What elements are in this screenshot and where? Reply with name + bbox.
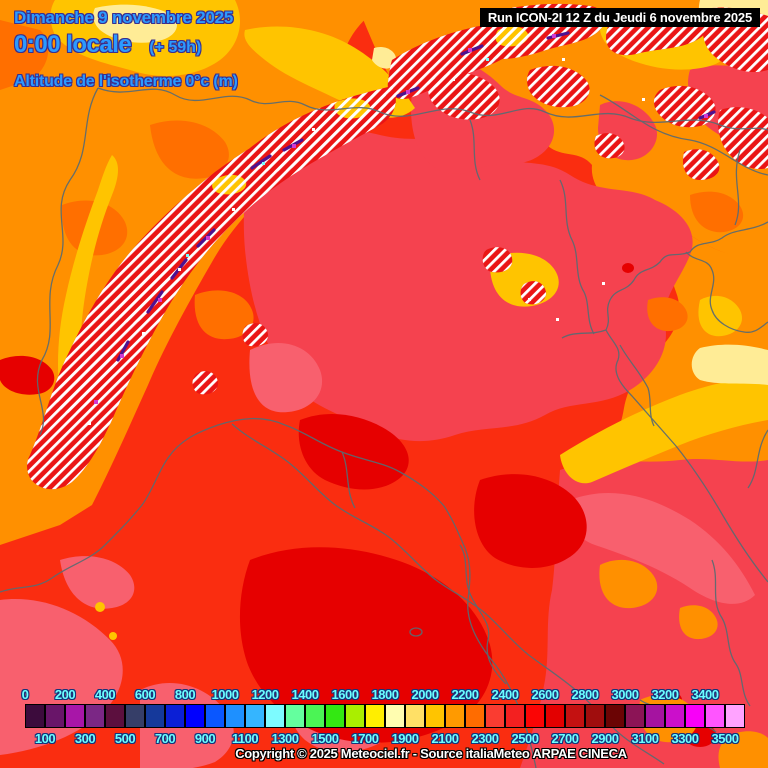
legend-cell	[185, 704, 205, 728]
legend-cell	[605, 704, 625, 728]
legend-tick-label: 300	[74, 731, 96, 746]
parameter-label: Altitude de l'isotherme 0°c (m)	[14, 73, 238, 90]
model-run-label: Run ICON-2I 12 Z du Jeudi 6 novembre 202…	[479, 8, 760, 27]
time-row: 0:00 locale (+ 59h)	[14, 31, 201, 59]
legend-cell	[45, 704, 65, 728]
legend-tick-label: 600	[134, 687, 156, 702]
legend-cell	[25, 704, 45, 728]
legend-tick-label: 800	[174, 687, 196, 702]
legend-cell	[265, 704, 285, 728]
legend-cell	[305, 704, 325, 728]
legend-cell	[665, 704, 685, 728]
legend-tick-label: 1300	[271, 731, 299, 746]
legend-tick-label: 3100	[631, 731, 659, 746]
ridge-magenta-specks	[94, 34, 708, 404]
legend-tick-label: 1900	[391, 731, 419, 746]
legend-cell	[245, 704, 265, 728]
legend-cell	[565, 704, 585, 728]
legend-tick-label: 2900	[591, 731, 619, 746]
legend-tick-label: 1400	[291, 687, 319, 702]
legend-cell	[465, 704, 485, 728]
legend-cell	[545, 704, 565, 728]
copyright-label: Copyright © 2025 Meteociel.fr - Source i…	[235, 746, 627, 761]
legend-cell	[145, 704, 165, 728]
legend-tick-label: 2800	[571, 687, 599, 702]
legend-bar	[25, 704, 745, 728]
legend-tick-label: 3400	[691, 687, 719, 702]
legend-cell	[405, 704, 425, 728]
legend-cell	[205, 704, 225, 728]
legend-tick-label: 2400	[491, 687, 519, 702]
legend-tick-label: 2100	[431, 731, 459, 746]
legend-tick-label: 2200	[451, 687, 479, 702]
legend-cell	[645, 704, 665, 728]
local-time-label: 0:00 locale	[14, 31, 132, 58]
legend-tick-label: 1600	[331, 687, 359, 702]
legend-cell	[585, 704, 605, 728]
legend-cell	[365, 704, 385, 728]
legend-cell	[345, 704, 365, 728]
legend-tick-label: 2000	[411, 687, 439, 702]
legend-cell	[85, 704, 105, 728]
legend-cell	[485, 704, 505, 728]
legend-cell	[165, 704, 185, 728]
legend-tick-label: 500	[114, 731, 136, 746]
legend-tick-label: 1700	[351, 731, 379, 746]
legend-cell	[425, 704, 445, 728]
legend-tick-label: 3500	[711, 731, 739, 746]
legend-tick-label: 1000	[211, 687, 239, 702]
cyan-specks	[186, 58, 489, 257]
legend-cell	[725, 704, 745, 728]
legend-tick-label: 400	[94, 687, 116, 702]
legend-tick-label: 1500	[311, 731, 339, 746]
white-specks	[88, 58, 645, 425]
legend-cell	[505, 704, 525, 728]
legend-cell	[125, 704, 145, 728]
legend-cell	[285, 704, 305, 728]
legend-tick-label: 1800	[371, 687, 399, 702]
legend-cell	[225, 704, 245, 728]
legend-tick-label: 0	[21, 687, 29, 702]
legend-tick-label: 200	[54, 687, 76, 702]
legend-tick-label: 2300	[471, 731, 499, 746]
legend-tick-label: 700	[154, 731, 176, 746]
legend-tick-label: 1100	[231, 731, 259, 746]
forecast-offset-label: (+ 59h)	[149, 39, 202, 56]
deep-red-patches	[0, 263, 716, 747]
legend-cell	[625, 704, 645, 728]
legend-cell	[685, 704, 705, 728]
legend-tick-label: 100	[34, 731, 56, 746]
legend-tick-label: 3300	[671, 731, 699, 746]
date-label: Dimanche 9 novembre 2025	[14, 8, 234, 27]
legend-cell	[445, 704, 465, 728]
legend-cell	[325, 704, 345, 728]
legend-tick-label: 3200	[651, 687, 679, 702]
legend-cell	[105, 704, 125, 728]
legend-cell	[385, 704, 405, 728]
legend-tick-label: 2600	[531, 687, 559, 702]
legend-cell	[525, 704, 545, 728]
legend-tick-label: 2700	[551, 731, 579, 746]
legend-tick-label: 3000	[611, 687, 639, 702]
legend-tick-label: 900	[194, 731, 216, 746]
legend-cell	[705, 704, 725, 728]
legend-cell	[65, 704, 85, 728]
legend-tick-label: 2500	[511, 731, 539, 746]
legend-tick-label: 1200	[251, 687, 279, 702]
